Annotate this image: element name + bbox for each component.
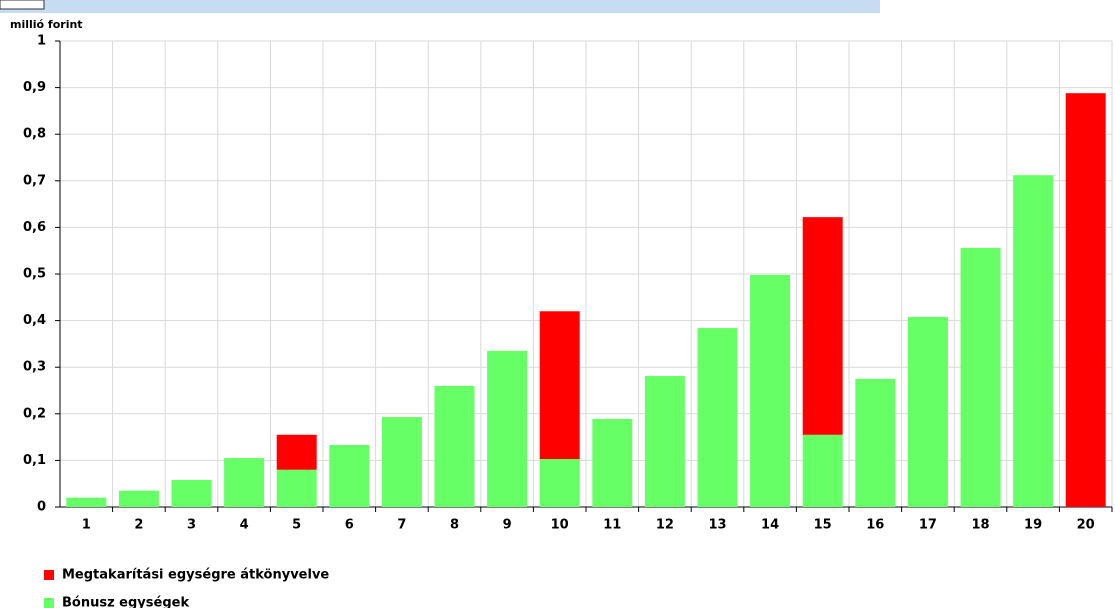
x-tick-label: 4 xyxy=(240,518,249,533)
y-tick-label: 0,8 xyxy=(23,127,46,142)
y-tick-label: 0,3 xyxy=(23,360,46,375)
bar-segment xyxy=(960,247,1001,508)
bar-segment xyxy=(487,350,528,507)
bar-segment xyxy=(855,378,896,507)
bar-segment xyxy=(802,217,843,435)
header-strip xyxy=(0,0,880,13)
bar-segment xyxy=(592,418,633,507)
bar-segment xyxy=(329,445,370,507)
x-tick-label: 9 xyxy=(503,518,512,533)
y-tick-label: 0,1 xyxy=(23,453,46,468)
x-tick-label: 12 xyxy=(656,518,674,533)
legend-label: Bónusz egységek xyxy=(62,596,189,608)
bar-segment xyxy=(276,434,317,470)
bar-segment xyxy=(1013,175,1054,507)
bar-segment xyxy=(171,479,212,507)
x-tick-label: 10 xyxy=(551,518,569,533)
bar-segment xyxy=(381,417,422,507)
y-axis-label: millió forint xyxy=(10,18,83,31)
bar-segment xyxy=(1065,93,1106,507)
y-tick-label: 0,4 xyxy=(23,313,46,328)
x-tick-label: 20 xyxy=(1077,518,1095,533)
x-tick-label: 19 xyxy=(1024,518,1042,533)
y-tick-label: 0,6 xyxy=(23,220,46,235)
bar-segment xyxy=(539,459,580,507)
y-tick-label: 0,5 xyxy=(23,267,46,282)
bar-segment xyxy=(276,469,317,507)
x-tick-label: 1 xyxy=(82,518,91,533)
x-tick-label: 8 xyxy=(450,518,459,533)
legend-swatch xyxy=(44,598,54,608)
bar-segment xyxy=(539,311,580,460)
x-tick-label: 13 xyxy=(708,518,726,533)
legend-swatch xyxy=(44,570,54,580)
legend-label: Megtakarítási egységre átkönyvelve xyxy=(62,568,329,583)
bar-segment xyxy=(697,328,738,507)
bar-segment xyxy=(118,490,159,507)
bar-segment xyxy=(750,274,791,507)
y-tick-label: 0,9 xyxy=(23,80,46,95)
x-tick-label: 17 xyxy=(919,518,937,533)
x-tick-label: 5 xyxy=(292,518,301,533)
x-tick-label: 7 xyxy=(397,518,406,533)
x-tick-label: 2 xyxy=(134,518,143,533)
y-tick-label: 1 xyxy=(37,34,46,49)
x-tick-label: 6 xyxy=(345,518,354,533)
x-tick-label: 3 xyxy=(187,518,196,533)
x-tick-label: 11 xyxy=(603,518,621,533)
bar-segment xyxy=(434,385,475,507)
x-tick-label: 15 xyxy=(814,518,832,533)
x-tick-label: 14 xyxy=(761,518,779,533)
x-tick-label: 18 xyxy=(971,518,989,533)
y-tick-label: 0,7 xyxy=(23,173,46,188)
bar-segment xyxy=(224,458,265,507)
bar-segment xyxy=(66,497,107,507)
y-tick-label: 0,2 xyxy=(23,406,46,421)
header-box xyxy=(0,0,45,10)
bar-segment xyxy=(644,376,685,507)
y-tick-label: 0 xyxy=(37,500,46,515)
bar-segment xyxy=(907,316,948,507)
x-tick-label: 16 xyxy=(866,518,884,533)
bar-segment xyxy=(802,434,843,507)
